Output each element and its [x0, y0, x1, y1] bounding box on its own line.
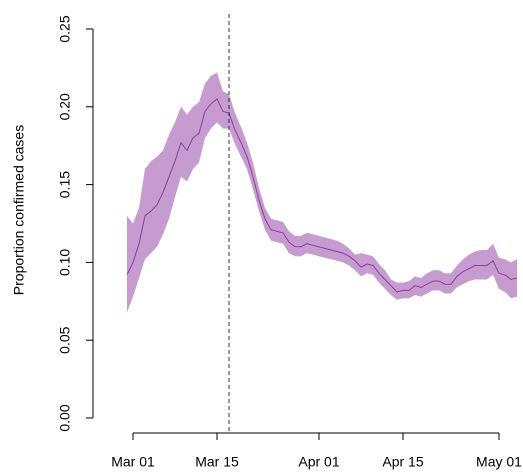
x-tick-label: May 01	[476, 454, 522, 470]
x-tick-label: Apr 01	[298, 454, 339, 470]
y-tick-label: 0.10	[57, 249, 73, 276]
x-tick-label: Mar 01	[111, 454, 155, 470]
y-tick-label: 0.20	[57, 93, 73, 120]
y-tick-label: 0.25	[57, 15, 73, 42]
x-tick-label: Mar 15	[195, 454, 239, 470]
y-axis-label: Proportion confirmed cases	[11, 125, 27, 295]
confidence-band	[127, 72, 517, 313]
y-tick-label: 0.00	[57, 404, 73, 431]
line	[126, 98, 518, 293]
y-tick-label: 0.05	[57, 326, 73, 353]
y-tick-label: 0.15	[57, 171, 73, 198]
x-tick-label: Apr 15	[382, 454, 423, 470]
